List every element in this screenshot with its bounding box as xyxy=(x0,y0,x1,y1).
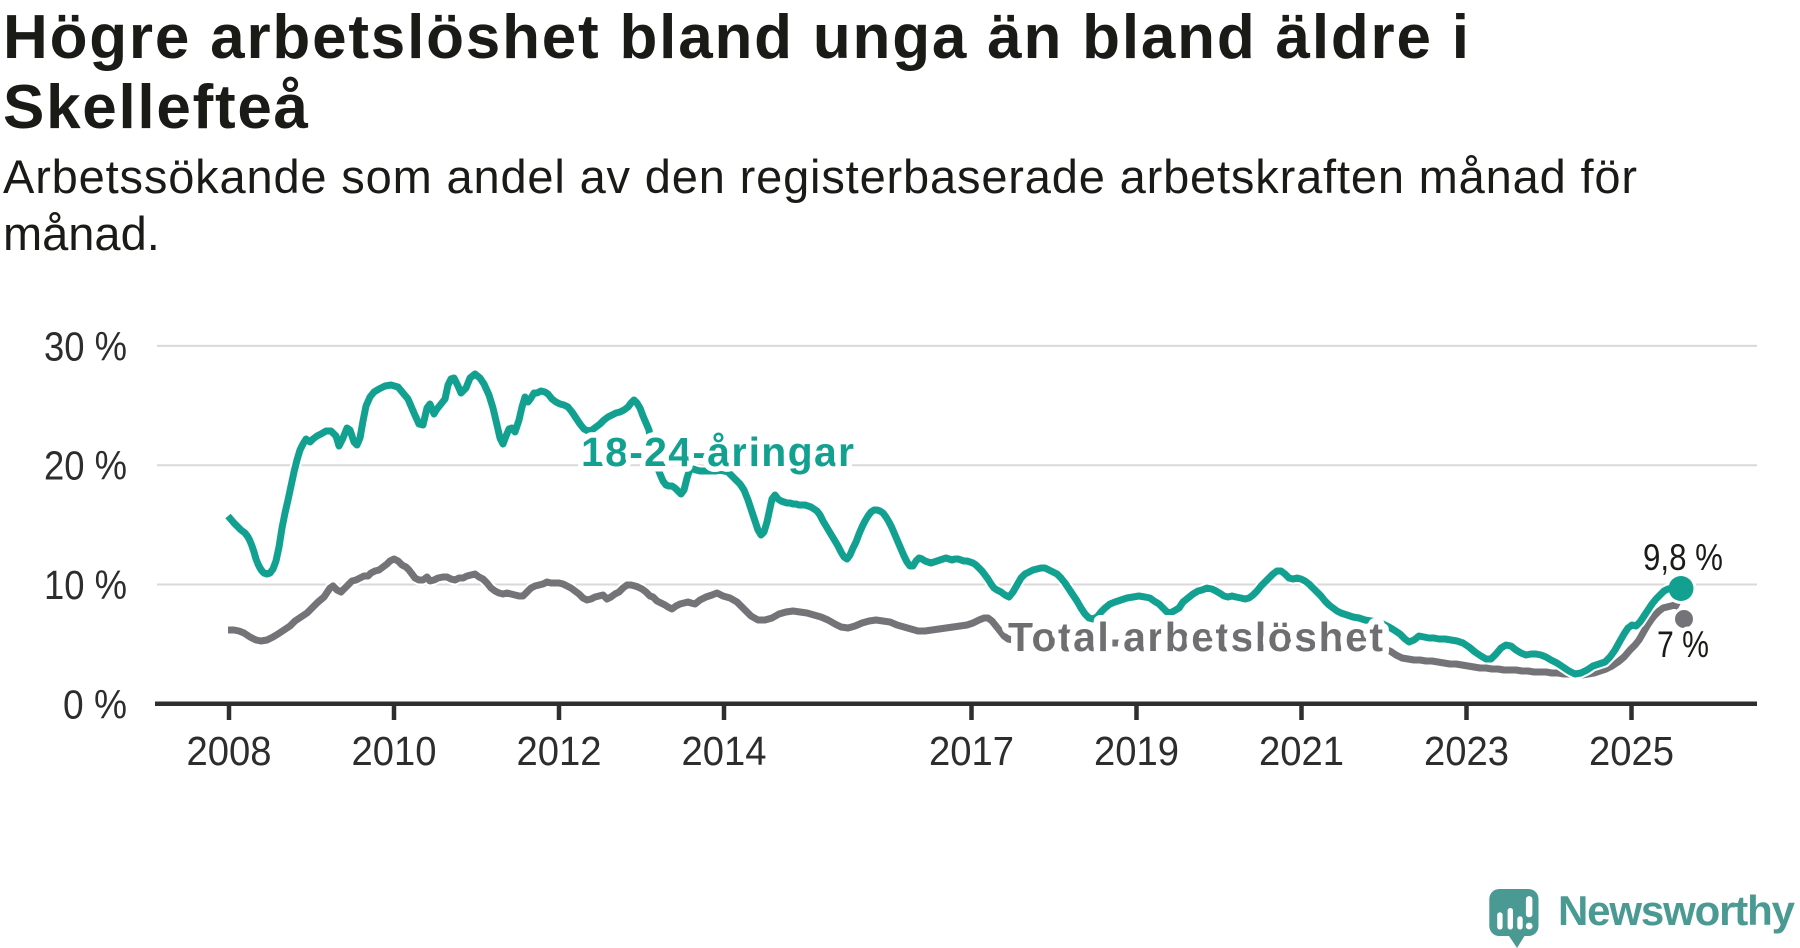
svg-text:Skellefteå: Skellefteå xyxy=(3,73,309,142)
svg-text:2010: 2010 xyxy=(352,728,437,774)
svg-text:7 %: 7 % xyxy=(1657,624,1709,665)
svg-text:Arbetssökande som andel av den: Arbetssökande som andel av den registerb… xyxy=(3,150,1637,203)
svg-text:10 %: 10 % xyxy=(44,562,127,608)
svg-text:månad.: månad. xyxy=(3,207,160,260)
svg-text:Newsworthy: Newsworthy xyxy=(1558,887,1796,934)
svg-text:2021: 2021 xyxy=(1259,728,1344,774)
svg-text:18-24-åringar: 18-24-åringar xyxy=(581,429,854,475)
svg-text:2017: 2017 xyxy=(929,728,1014,774)
svg-text:2012: 2012 xyxy=(517,728,602,774)
svg-text:Total arbetslöshet: Total arbetslöshet xyxy=(1008,614,1383,660)
svg-text:2023: 2023 xyxy=(1424,728,1509,774)
svg-text:20 %: 20 % xyxy=(44,443,127,489)
svg-text:Högre arbetslöshet bland unga: Högre arbetslöshet bland unga än bland ä… xyxy=(3,3,1469,72)
svg-text:2008: 2008 xyxy=(187,728,272,774)
svg-text:9,8 %: 9,8 % xyxy=(1643,537,1723,578)
svg-text:30 %: 30 % xyxy=(44,323,127,369)
svg-text:0 %: 0 % xyxy=(63,681,127,727)
svg-text:2025: 2025 xyxy=(1589,728,1674,774)
svg-text:2014: 2014 xyxy=(682,728,767,774)
svg-text:2019: 2019 xyxy=(1094,728,1179,774)
